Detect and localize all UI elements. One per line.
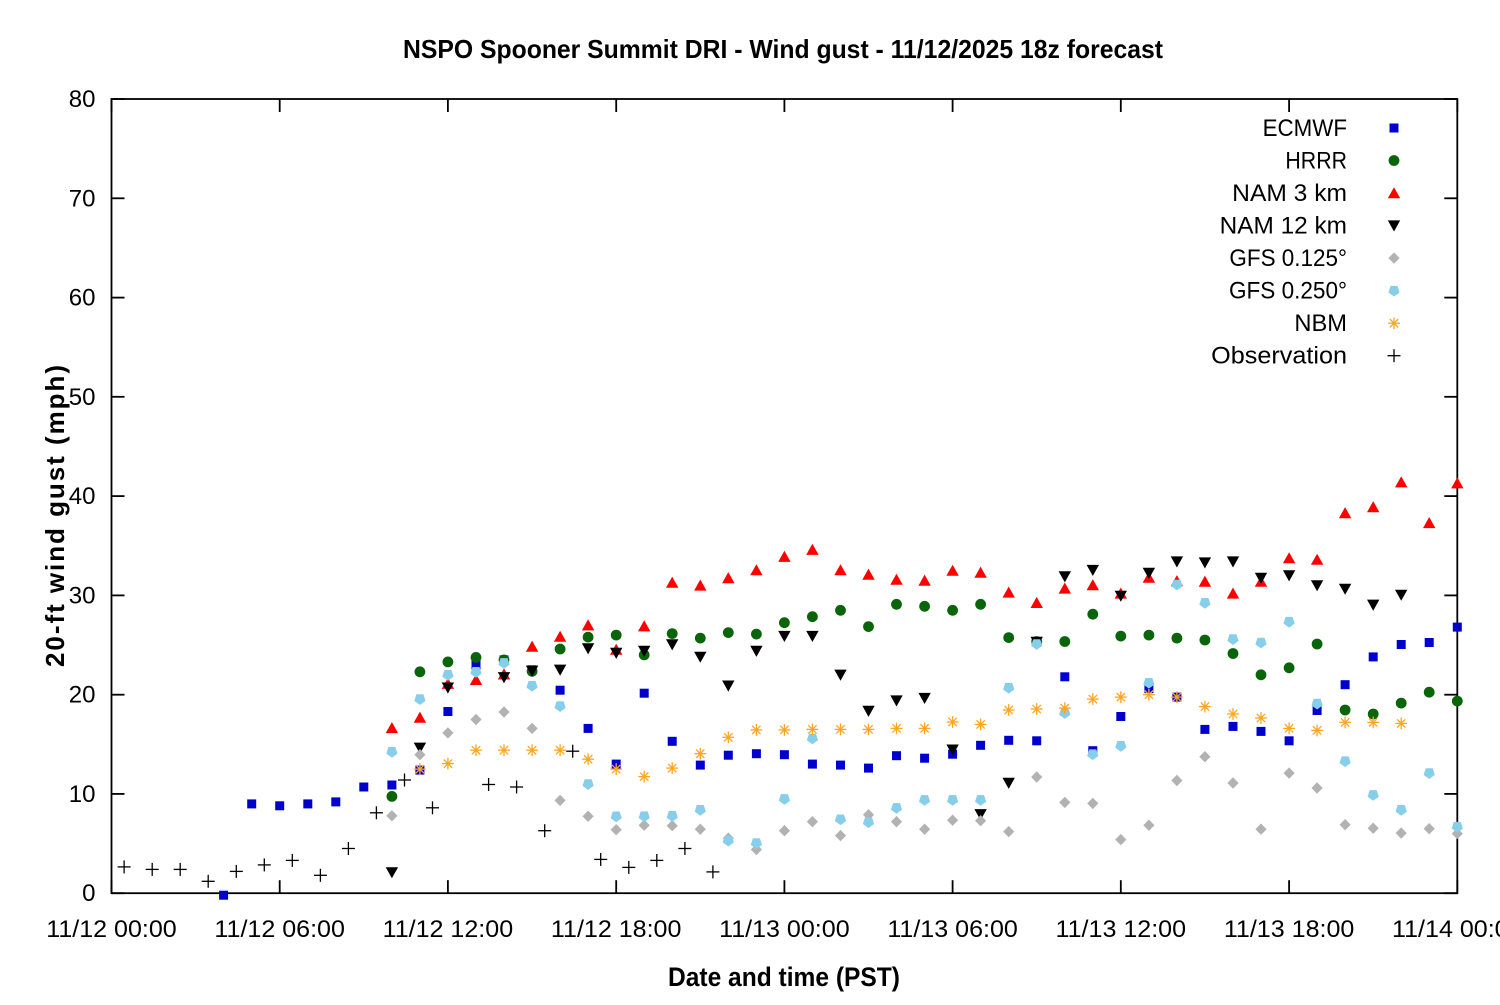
svg-text:HRRR: HRRR	[1285, 148, 1347, 175]
svg-text:40: 40	[69, 483, 96, 510]
svg-text:11/14 00:00: 11/14 00:00	[1392, 916, 1500, 943]
svg-text:Observation: Observation	[1211, 343, 1347, 370]
svg-text:11/13 18:00: 11/13 18:00	[1224, 916, 1355, 943]
svg-text:GFS 0.125°: GFS 0.125°	[1229, 245, 1347, 272]
svg-text:11/12 18:00: 11/12 18:00	[551, 916, 682, 943]
svg-text:NBM: NBM	[1294, 310, 1347, 337]
svg-text:20-ft wind gust (mph): 20-ft wind gust (mph)	[40, 365, 70, 667]
svg-text:30: 30	[69, 582, 96, 609]
svg-text:50: 50	[69, 384, 96, 411]
svg-text:11/13 12:00: 11/13 12:00	[1056, 916, 1187, 943]
svg-text:20: 20	[69, 682, 96, 709]
svg-text:11/12 00:00: 11/12 00:00	[46, 916, 177, 943]
svg-text:NAM 3 km: NAM 3 km	[1232, 180, 1347, 207]
svg-text:GFS 0.250°: GFS 0.250°	[1229, 278, 1347, 305]
svg-text:80: 80	[69, 86, 96, 113]
svg-text:11/13 00:00: 11/13 00:00	[719, 916, 850, 943]
svg-text:11/13 06:00: 11/13 06:00	[887, 916, 1018, 943]
svg-text:70: 70	[69, 185, 96, 212]
svg-text:10: 10	[69, 781, 96, 808]
svg-text:11/12 06:00: 11/12 06:00	[214, 916, 345, 943]
svg-text:NSPO Spooner Summit DRI - Wind: NSPO Spooner Summit DRI - Wind gust - 11…	[403, 34, 1163, 64]
svg-text:NAM 12 km: NAM 12 km	[1220, 213, 1347, 240]
svg-text:Date and time (PST): Date and time (PST)	[668, 962, 900, 992]
svg-text:ECMWF: ECMWF	[1263, 115, 1347, 142]
svg-text:11/12 12:00: 11/12 12:00	[383, 916, 514, 943]
svg-text:60: 60	[69, 285, 96, 312]
svg-text:0: 0	[82, 880, 95, 907]
